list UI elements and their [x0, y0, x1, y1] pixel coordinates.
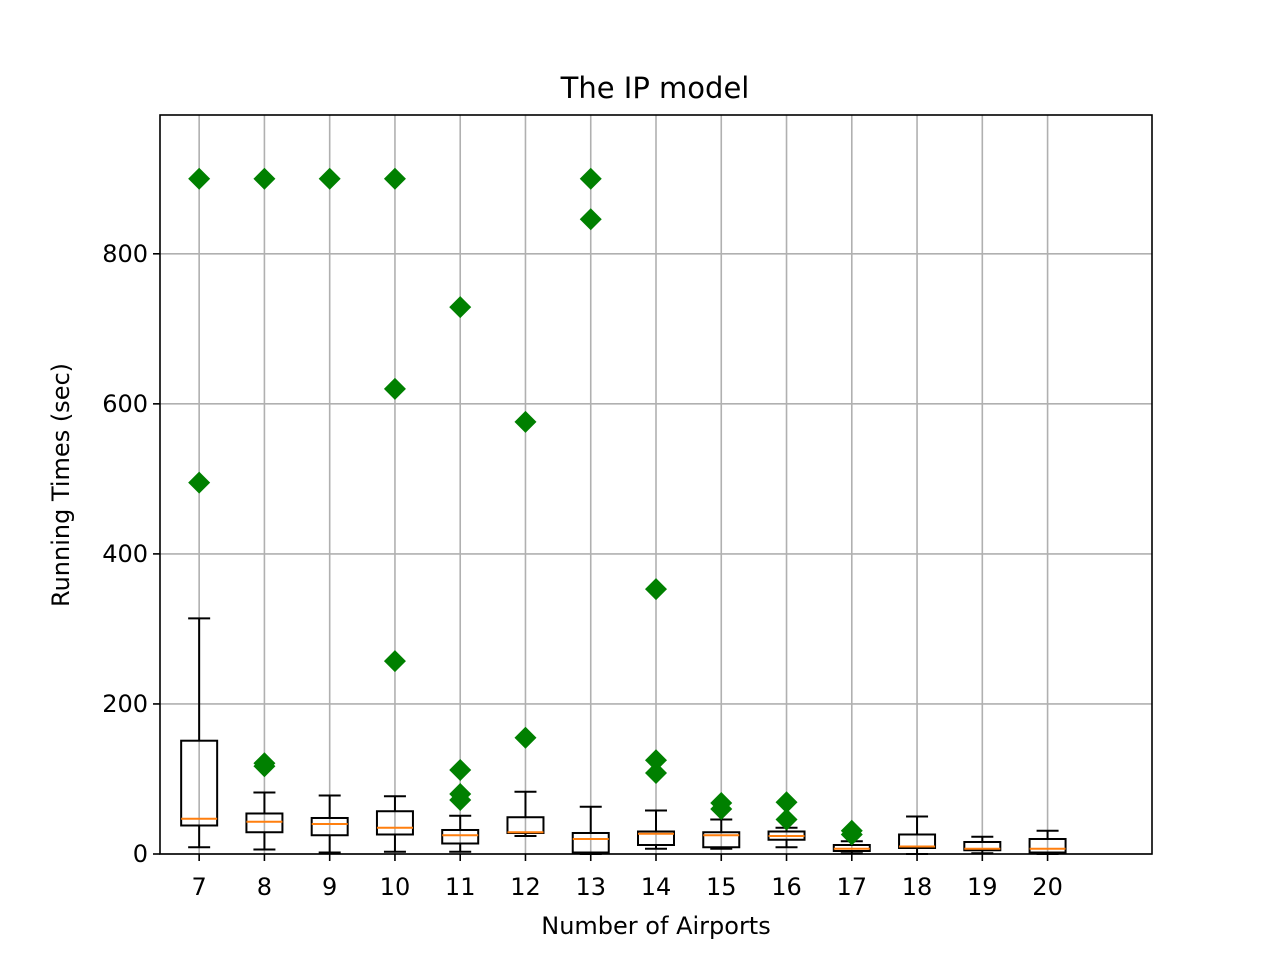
outlier-point	[188, 471, 211, 494]
box-iqr	[441, 828, 480, 845]
x-tick-label: 10	[380, 873, 411, 901]
box-item-8	[245, 791, 284, 851]
box-iqr	[702, 831, 741, 849]
outlier-point	[449, 758, 472, 781]
box-item-12	[506, 790, 545, 837]
outlier-point	[318, 167, 341, 190]
x-tick-label: 13	[575, 873, 606, 901]
y-tick-label: 0	[133, 840, 148, 868]
box-iqr	[963, 840, 1002, 852]
box-item-10	[375, 795, 414, 853]
box-iqr	[898, 833, 937, 849]
x-tick-label: 17	[837, 873, 868, 901]
box-iqr	[245, 812, 284, 834]
outlier-point	[253, 167, 276, 190]
x-tick-label: 20	[1032, 873, 1063, 901]
outlier-point	[579, 167, 602, 190]
outlier-point	[645, 578, 667, 601]
x-axis-label: Number of Airports	[541, 912, 770, 940]
x-tick-label: 19	[967, 873, 998, 901]
box-iqr	[1028, 837, 1067, 854]
box-item-11	[441, 814, 480, 853]
outlier-point	[514, 726, 537, 749]
outlier-point	[383, 650, 406, 673]
box-layer	[180, 617, 1067, 855]
y-tick-label: 800	[102, 240, 148, 268]
outlier-point	[775, 791, 798, 814]
chart-title: The IP model	[560, 71, 750, 105]
outlier-point	[579, 208, 602, 231]
y-tick-label: 600	[102, 390, 148, 418]
outlier-point	[840, 823, 863, 846]
box-item-9	[310, 794, 349, 854]
outlier-layer	[188, 167, 863, 846]
outlier-point	[449, 296, 472, 319]
x-tick-label: 15	[706, 873, 737, 901]
box-iqr	[637, 830, 675, 846]
outlier-point	[645, 761, 667, 784]
outlier-point	[253, 755, 276, 778]
outlier-point	[188, 167, 211, 190]
outlier-point	[710, 797, 733, 820]
x-tick-label: 7	[192, 873, 207, 901]
x-tick-label: 12	[510, 873, 541, 901]
outlier-point	[775, 808, 798, 831]
x-tick-label: 8	[257, 873, 272, 901]
box-iqr	[571, 831, 610, 854]
box-iqr	[375, 810, 414, 836]
outlier-point	[449, 788, 472, 811]
x-tick-label: 14	[641, 873, 672, 901]
x-tick-label: 11	[445, 873, 476, 901]
x-tick-label: 16	[771, 873, 802, 901]
box-item-18	[898, 815, 937, 855]
box-iqr	[180, 739, 219, 827]
box-item-16	[767, 826, 806, 849]
x-tick-label: 9	[322, 873, 337, 901]
x-tick-label: 18	[902, 873, 933, 901]
box-item-7	[180, 617, 219, 849]
outlier-point	[514, 410, 537, 433]
y-axis-label: Running Times (sec)	[47, 363, 75, 607]
y-tick-label: 200	[102, 690, 148, 718]
outlier-point	[383, 167, 406, 190]
outlier-point	[645, 749, 667, 772]
y-tick-label: 400	[102, 540, 148, 568]
outlier-point	[383, 377, 406, 400]
box-item-14	[637, 809, 675, 850]
grid-layer	[160, 115, 1152, 855]
box-iqr	[310, 816, 349, 837]
